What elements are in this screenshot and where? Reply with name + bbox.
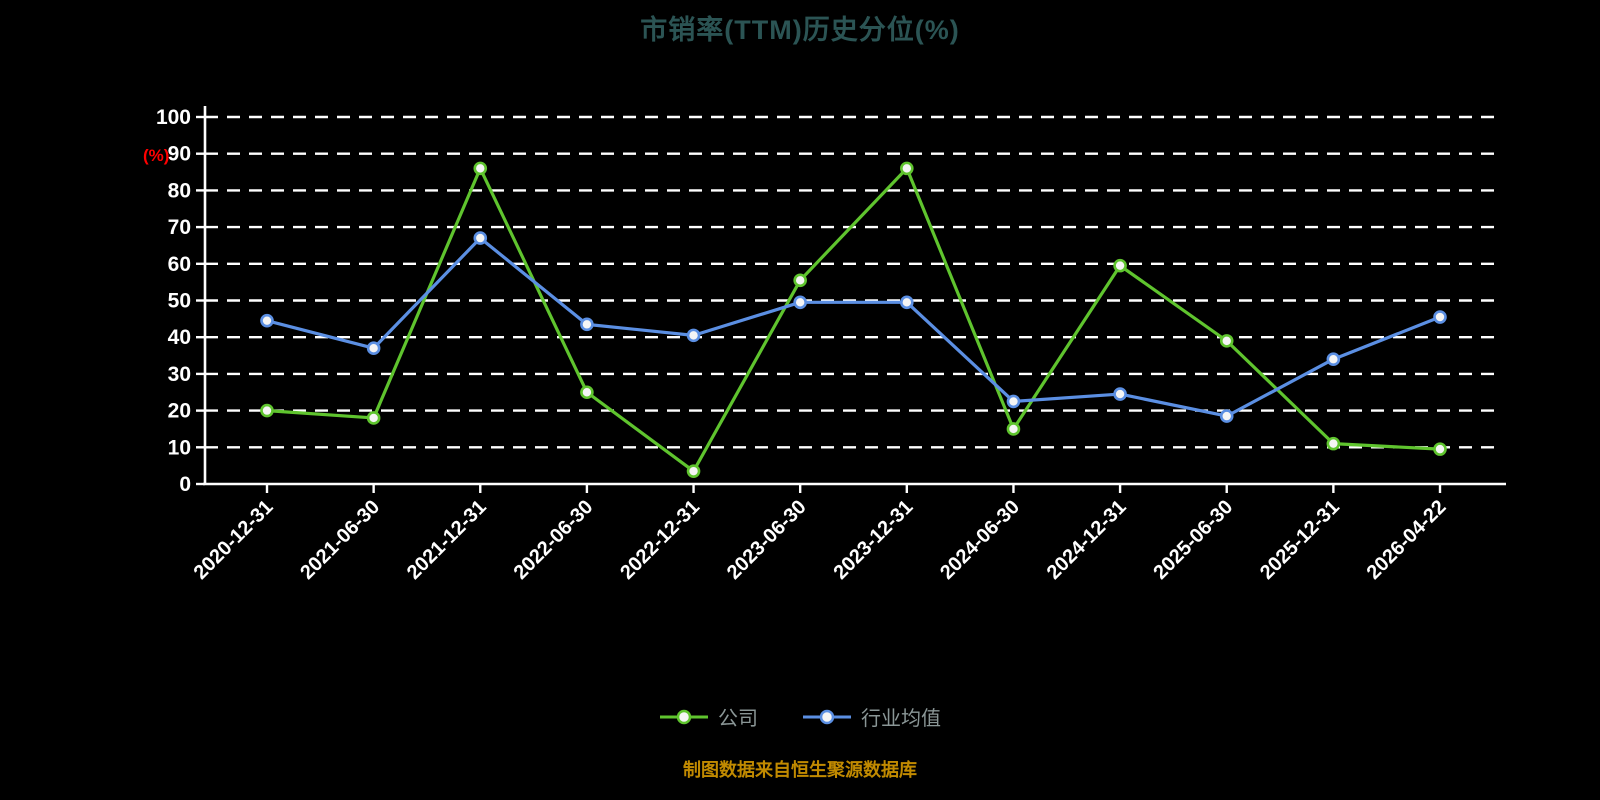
x-tick-label-6: 2023-12-31 xyxy=(829,496,917,584)
y-tick-label-90: 90 xyxy=(168,143,191,166)
data-point-s0-9 xyxy=(1219,334,1234,348)
x-tick-label-8: 2024-12-31 xyxy=(1043,496,1131,584)
data-point-s0-6 xyxy=(900,161,914,176)
y-tick-label-20: 20 xyxy=(168,400,191,423)
legend-item-company: 公司 xyxy=(659,702,758,731)
chart-title: 市销率(TTM)历史分位(%) xyxy=(640,15,960,45)
data-point-s0-5 xyxy=(793,273,807,288)
y-tick-label-80: 80 xyxy=(168,179,191,202)
series-line-1 xyxy=(265,236,1442,418)
chart-legend: 公司 行业均值 xyxy=(0,702,1600,731)
legend-label-industry-average: 行业均值 xyxy=(861,708,941,730)
series-line-0 xyxy=(265,166,1442,473)
y-tick-label-60: 60 xyxy=(168,253,191,276)
data-point-s1-3 xyxy=(580,317,594,332)
data-point-s1-8 xyxy=(1113,387,1127,401)
data-point-s1-4 xyxy=(686,328,701,343)
y-tick-label-40: 40 xyxy=(168,326,191,349)
x-tick-label-0: 2020-12-31 xyxy=(190,496,278,584)
y-tick-label-30: 30 xyxy=(168,363,191,386)
data-point-s1-5 xyxy=(793,295,807,310)
data-source-note: 制图数据来自恒生聚源数据库 xyxy=(683,760,917,780)
data-point-s0-0 xyxy=(260,403,274,418)
x-tick-label-10: 2025-12-31 xyxy=(1256,496,1344,584)
data-point-s0-4 xyxy=(686,464,701,478)
data-point-s0-8 xyxy=(1113,258,1127,273)
y-tick-label-100: 100 xyxy=(156,106,191,129)
data-point-s1-7 xyxy=(1006,394,1021,409)
data-point-s0-10 xyxy=(1326,436,1341,451)
x-tick-label-11: 2026-04-22 xyxy=(1363,496,1451,584)
data-point-s1-10 xyxy=(1326,352,1341,367)
x-tick-label-3: 2022-06-30 xyxy=(510,496,598,584)
data-point-s0-1 xyxy=(366,411,381,425)
legend-marker-industry-icon xyxy=(803,709,851,724)
x-tick-label-4: 2022-12-31 xyxy=(616,496,704,584)
y-tick-label-70: 70 xyxy=(168,216,191,239)
y-axis-unit-label: (%) xyxy=(143,146,170,165)
x-tick-label-1: 2021-06-30 xyxy=(296,496,384,584)
data-point-s1-2 xyxy=(473,231,488,245)
x-tick-label-9: 2025-06-30 xyxy=(1149,496,1237,584)
data-point-s0-7 xyxy=(1006,422,1021,436)
data-point-s1-1 xyxy=(366,341,381,356)
y-tick-label-0: 0 xyxy=(179,473,191,496)
data-point-s0-11 xyxy=(1433,442,1447,456)
y-tick-label-50: 50 xyxy=(168,290,191,313)
y-tick-label-10: 10 xyxy=(168,436,191,459)
x-tick-label-5: 2023-06-30 xyxy=(723,496,811,584)
data-point-s1-6 xyxy=(900,295,914,310)
data-point-s1-9 xyxy=(1219,409,1234,423)
x-tick-label-7: 2024-06-30 xyxy=(936,496,1024,584)
legend-marker-company-icon xyxy=(660,709,708,724)
data-point-s0-2 xyxy=(473,161,488,176)
data-point-s0-3 xyxy=(580,385,594,400)
legend-item-industry-average: 行业均值 xyxy=(802,702,941,731)
data-point-s1-11 xyxy=(1433,310,1447,324)
legend-label-company: 公司 xyxy=(718,708,758,730)
data-point-s1-0 xyxy=(260,313,274,328)
x-tick-label-2: 2021-12-31 xyxy=(403,496,491,584)
